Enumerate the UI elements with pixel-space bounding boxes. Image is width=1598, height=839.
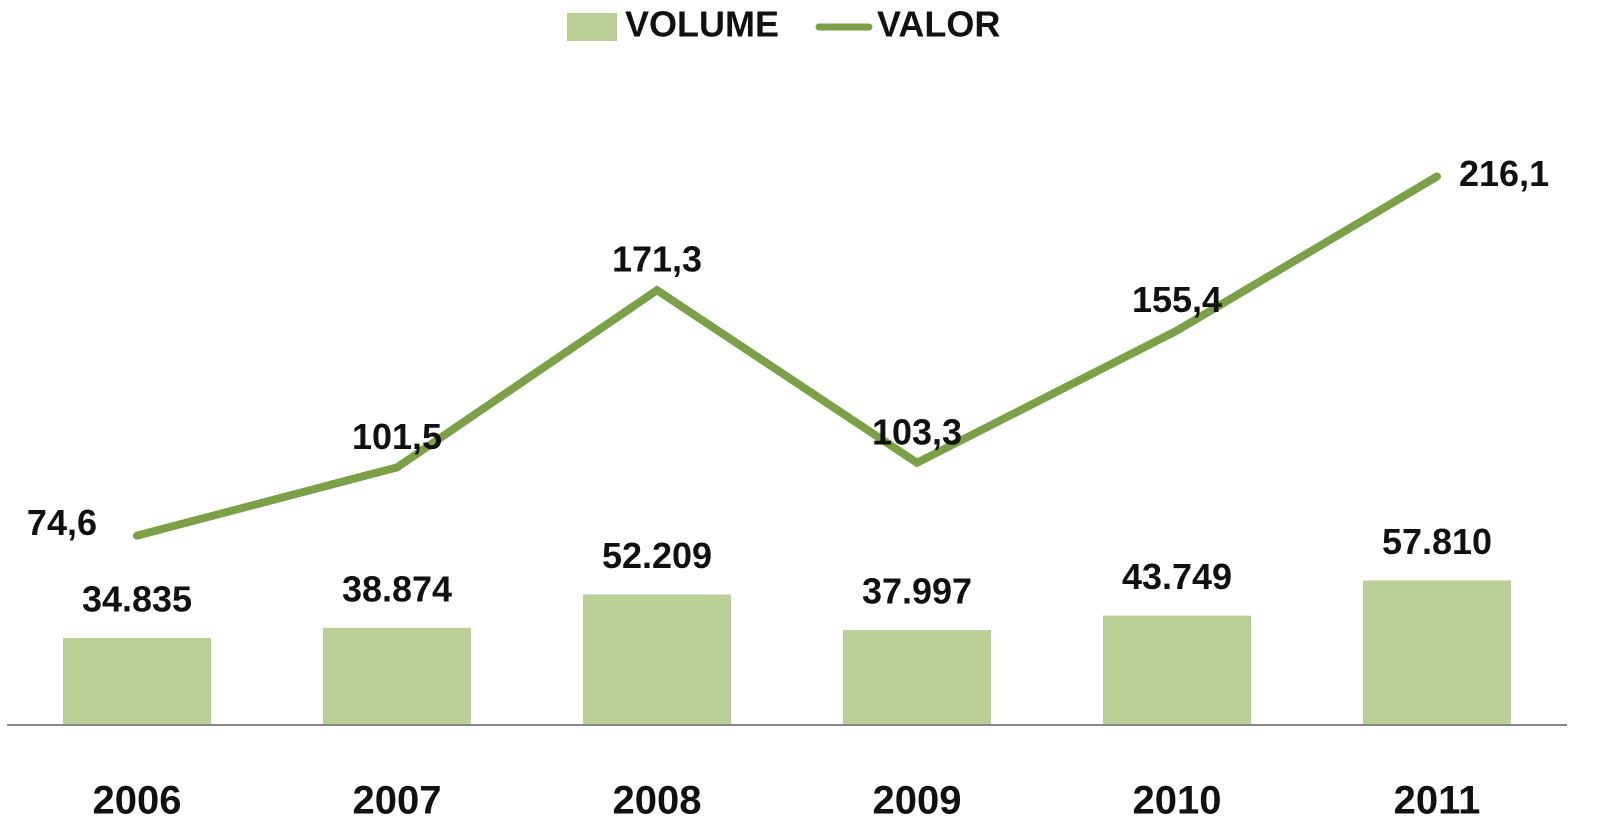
bar xyxy=(1103,615,1251,725)
line-value-label: 155,4 xyxy=(1132,279,1222,320)
bar-value-label: 43.749 xyxy=(1122,556,1232,597)
x-tick-label: 2010 xyxy=(1133,779,1222,823)
bar xyxy=(323,627,471,725)
line xyxy=(133,172,1441,540)
bar-value-label: 57.810 xyxy=(1382,521,1492,562)
bar xyxy=(583,594,731,725)
line-value-label: 103,3 xyxy=(872,411,962,452)
line-value-label: 74,6 xyxy=(27,502,97,543)
line-value-label: 101,5 xyxy=(352,416,442,457)
bar xyxy=(843,630,991,725)
x-tick-label: 2008 xyxy=(613,779,702,823)
line-value-label: 216,1 xyxy=(1459,153,1549,194)
bar-value-label: 34.835 xyxy=(82,578,192,619)
bar xyxy=(63,637,211,725)
line-value-label: 171,3 xyxy=(612,239,702,280)
bar-value-label: 52.209 xyxy=(602,535,712,576)
bar-value-label: 38.874 xyxy=(342,568,452,609)
legend-swatch xyxy=(567,13,617,41)
bar-value-label: 37.997 xyxy=(862,571,972,612)
legend-label: VOLUME xyxy=(625,4,779,45)
x-tick-label: 2011 xyxy=(1394,779,1481,823)
legend-label: VALOR xyxy=(877,4,1000,45)
x-tick-label: 2006 xyxy=(93,779,182,823)
x-tick-label: 2009 xyxy=(873,779,962,823)
bar xyxy=(1363,580,1511,725)
x-tick-label: 2007 xyxy=(353,779,442,823)
